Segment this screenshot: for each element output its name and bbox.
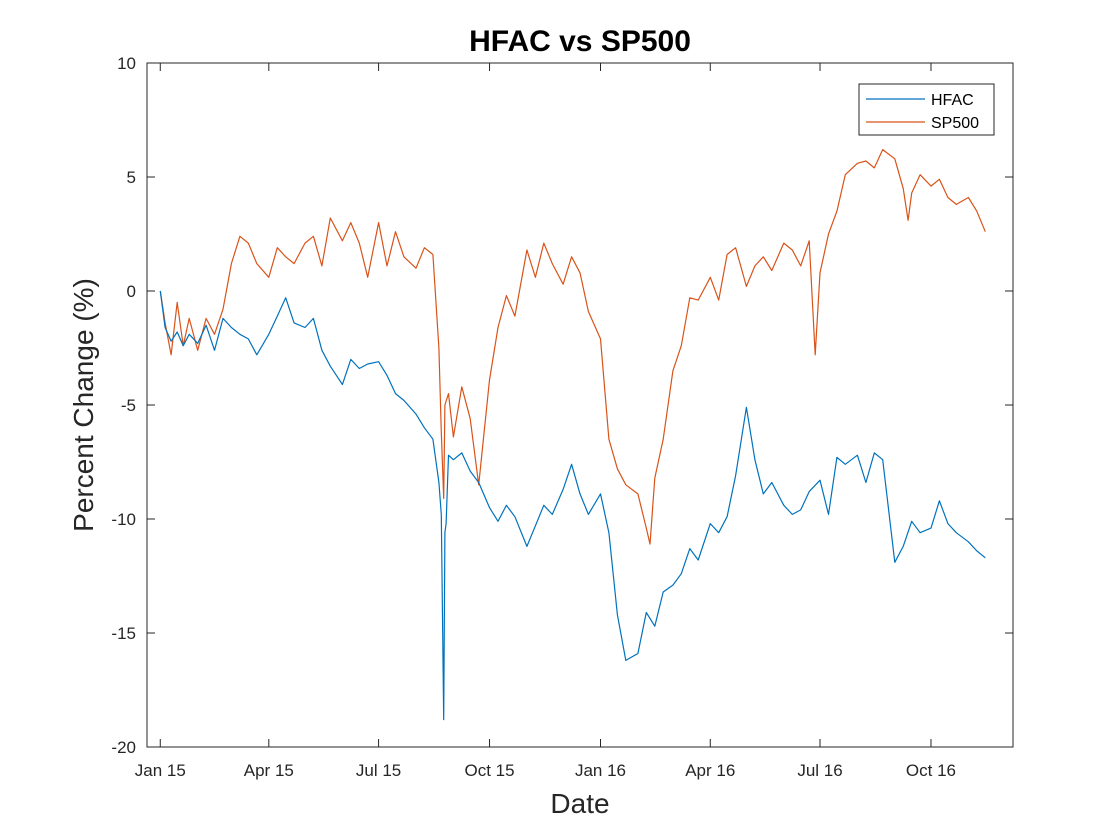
series-line-hfac xyxy=(159,290,986,721)
x-tick-label: Apr 16 xyxy=(685,761,735,780)
x-tick-label: Jul 16 xyxy=(797,761,842,780)
legend-label-hfac: HFAC xyxy=(931,92,974,109)
chart-title: HFAC vs SP500 xyxy=(469,25,691,58)
x-tick-label: Oct 16 xyxy=(906,761,956,780)
y-tick-label: 10 xyxy=(117,54,136,73)
x-axis: Jan 15 Apr 15 Jul 15 Oct 15 Jan 16 Apr 16 Jul … xyxy=(135,63,956,780)
series-line-sp500 xyxy=(159,149,986,545)
y-tick-label: -5 xyxy=(121,396,136,415)
legend-box xyxy=(858,83,995,136)
y-tick-label: 0 xyxy=(127,282,136,301)
legend: HFAC SP500 xyxy=(858,83,995,136)
x-tick-label: Jul 15 xyxy=(356,761,401,780)
y-tick-label: -15 xyxy=(111,624,136,643)
x-tick-label: Oct 15 xyxy=(464,761,514,780)
y-tick-label: 5 xyxy=(127,168,136,187)
legend-label-sp500: SP500 xyxy=(931,115,979,132)
y-axis: 10 5 0 -5 -10 -15 -20 xyxy=(111,54,1013,757)
x-tick-label: Jan 15 xyxy=(135,761,186,780)
x-axis-title: Date xyxy=(550,788,609,819)
x-tick-label: Apr 15 xyxy=(244,761,294,780)
y-axis-title: Percent Change (%) xyxy=(68,278,99,532)
series-layer xyxy=(159,149,986,721)
y-tick-label: -10 xyxy=(111,510,136,529)
y-tick-label: -20 xyxy=(111,738,136,757)
x-tick-label: Jan 16 xyxy=(575,761,626,780)
